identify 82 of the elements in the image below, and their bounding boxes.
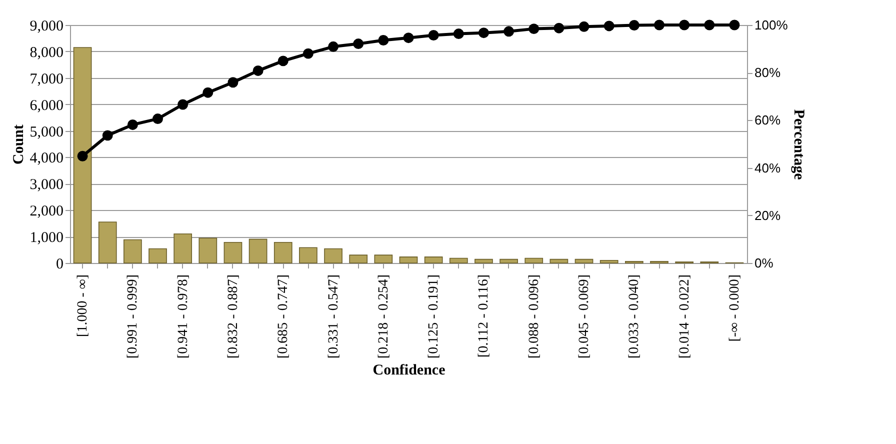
point: [679, 20, 690, 30]
x-tick-label: [0.832 - 0.887]: [226, 274, 241, 358]
x-tick-label: [0.991 - 0.999]: [126, 274, 141, 358]
y-tick-label: 4,000: [30, 150, 64, 167]
y-tick-label: 7,000: [30, 71, 64, 88]
point: [252, 65, 264, 76]
x-tick-label: [0.685 - 0.747]: [276, 274, 292, 358]
bar: [474, 258, 493, 264]
y2-axis-title: Percentage: [790, 109, 807, 180]
point: [328, 41, 339, 52]
x-tick-label: [-∞ - 0.000]: [727, 274, 742, 342]
point: [403, 32, 414, 44]
bar: [148, 248, 167, 264]
y2-tick-label: 40%: [754, 160, 781, 176]
x-tick-label: [0.125 - 0.191]: [426, 274, 442, 358]
point: [554, 22, 564, 34]
bar: [274, 242, 292, 264]
y-tick-label: 3,000: [30, 177, 64, 194]
point: [628, 20, 640, 30]
x-tick-label: [0.014 - 0.022]: [677, 274, 692, 358]
point: [127, 119, 138, 130]
point: [428, 30, 439, 40]
y2-tick-label: 0%: [754, 256, 774, 270]
bar: [174, 234, 192, 264]
point: [729, 20, 740, 30]
bar: [524, 258, 544, 264]
point: [228, 77, 238, 88]
x-tick-label: [1.000 - ∞]: [76, 274, 91, 337]
y2-tick-label: 100%: [754, 18, 788, 32]
point: [504, 26, 514, 37]
point: [302, 48, 314, 59]
y-tick-label: 9,000: [30, 18, 64, 34]
bar: [574, 258, 594, 264]
bar: [500, 258, 518, 264]
bar: [449, 258, 468, 264]
y-tick-label: 8,000: [30, 44, 64, 61]
bar: [299, 247, 318, 264]
y-tick-label: 5,000: [30, 124, 64, 140]
point: [202, 87, 214, 98]
point: [353, 38, 364, 50]
x-tick-label: [0.045 - 0.069]: [577, 274, 592, 358]
y2-tick-label: 20%: [754, 208, 781, 223]
y-tick-label: 1,000: [30, 230, 64, 246]
point: [528, 24, 540, 34]
x-tick-label: [0.112 - 0.116]: [476, 274, 492, 358]
bar: [399, 256, 418, 264]
bar: [424, 256, 443, 264]
point: [152, 114, 164, 124]
point: [77, 150, 88, 162]
bar: [98, 222, 117, 264]
point: [704, 20, 715, 30]
y-tick-label: 0: [56, 256, 64, 272]
bar: [324, 248, 342, 264]
x-tick-label: [0.218 - 0.254]: [376, 274, 392, 358]
x-tick-label: [0.088 - 0.096]: [526, 274, 542, 358]
bar: [248, 238, 268, 264]
x-tick-label: [0.331 - 0.547]: [326, 274, 342, 358]
point: [102, 130, 113, 141]
bar: [550, 258, 568, 264]
y-tick-label: 6,000: [30, 98, 64, 114]
y2-tick-label: 60%: [754, 112, 781, 128]
y-axis-title: Count: [10, 124, 27, 165]
x-tick-label: [0.941 - 0.978]: [176, 274, 191, 358]
y2-tick-label: 80%: [754, 65, 781, 80]
bar: [224, 242, 242, 264]
point: [178, 99, 188, 110]
bar: [73, 47, 92, 264]
point: [604, 20, 614, 32]
x-axis-title: Confidence: [372, 362, 446, 378]
bar: [374, 254, 393, 264]
point: [654, 20, 664, 30]
bar: [198, 238, 218, 264]
point: [478, 28, 489, 38]
point: [578, 21, 590, 32]
bar: [349, 254, 368, 264]
point: [378, 35, 389, 46]
point: [453, 28, 464, 40]
bar: [600, 260, 618, 264]
x-tick-label: [0.033 - 0.040]: [627, 274, 642, 358]
point: [278, 56, 288, 66]
bar: [124, 239, 142, 264]
y-tick-label: 2,000: [30, 204, 64, 220]
